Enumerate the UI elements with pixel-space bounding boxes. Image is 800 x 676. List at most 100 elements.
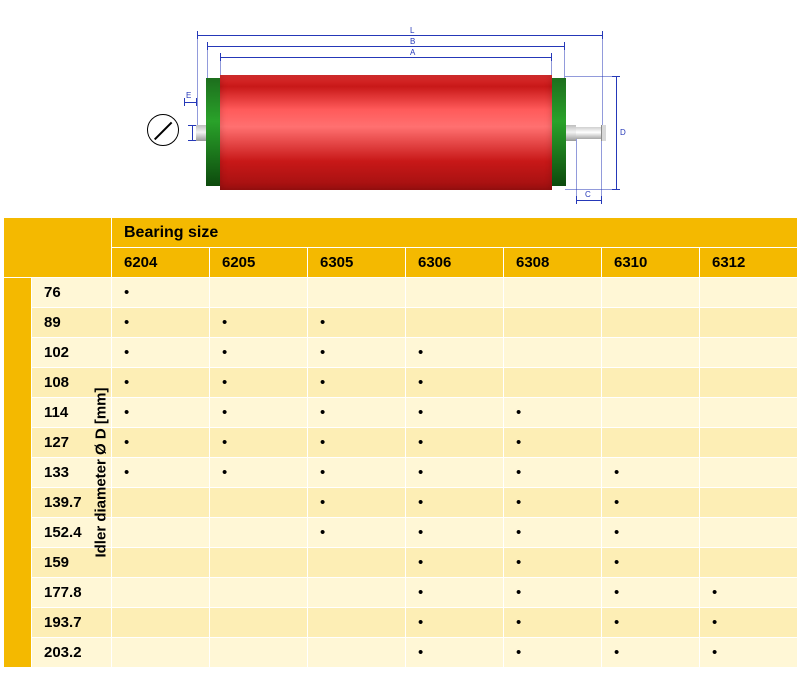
cell-152.4-6312 [700,518,798,548]
row-header-89: 89 [32,308,112,338]
cell-152.4-6310: • [602,518,700,548]
table-body: Idler diameter Ø D [mm]76•89•••102••••10… [4,278,798,668]
row-axis-label: Idler diameter Ø D [mm] [4,278,32,668]
cell-159-6312 [700,548,798,578]
column-header-6312: 6312 [700,248,798,278]
cell-203.2-6306: • [406,638,504,668]
cell-203.2-6205 [210,638,308,668]
cell-114-6310 [602,398,700,428]
cell-102-6310 [602,338,700,368]
column-header-6306: 6306 [406,248,504,278]
cell-114-6306: • [406,398,504,428]
cell-177.8-6205 [210,578,308,608]
dim-line-A [220,57,552,58]
cell-127-6305: • [308,428,406,458]
table-row: 159••• [4,548,798,578]
endcap-right [552,78,566,186]
cell-102-6204: • [112,338,210,368]
column-header-6205: 6205 [210,248,308,278]
cell-114-6308: • [504,398,602,428]
cell-193.7-6305 [308,608,406,638]
cell-114-6205: • [210,398,308,428]
cell-89-6308 [504,308,602,338]
cell-127-6312 [700,428,798,458]
cell-108-6306: • [406,368,504,398]
cell-152.4-6204 [112,518,210,548]
cell-152.4-6205 [210,518,308,548]
cell-127-6306: • [406,428,504,458]
cell-193.7-6306: • [406,608,504,638]
cell-133-6312 [700,458,798,488]
cell-193.7-6205 [210,608,308,638]
guide-v-C-right [601,141,602,201]
dim-tick-E-right [196,98,197,106]
dim-line-d [192,125,193,141]
cell-127-6310 [602,428,700,458]
cell-127-6204: • [112,428,210,458]
cell-108-6312 [700,368,798,398]
cell-89-6310 [602,308,700,338]
cell-127-6205: • [210,428,308,458]
dim-tick-d-bot [188,140,196,141]
column-header-6204: 6204 [112,248,210,278]
cell-139.7-6308: • [504,488,602,518]
dim-line-D [616,76,617,190]
cell-177.8-6305 [308,578,406,608]
table-row: 152.4•••• [4,518,798,548]
dim-label-E: E [186,91,191,100]
table-header-row-1: Bearing size [4,218,798,248]
guide-v-C-left [576,139,577,201]
cell-203.2-6310: • [602,638,700,668]
cell-203.2-6312: • [700,638,798,668]
shaft-right [566,125,576,141]
dim-label-C: C [585,190,591,199]
cell-139.7-6205 [210,488,308,518]
guide-h-D-bot [565,189,615,190]
table-row: Idler diameter Ø D [mm]76• [4,278,798,308]
shaft-extension-right [576,127,602,139]
shaft-left [196,125,206,141]
cell-152.4-6305: • [308,518,406,548]
dim-label-L: L [410,26,414,35]
cell-159-6205 [210,548,308,578]
table-row: 139.7•••• [4,488,798,518]
diameter-symbol-circle [147,114,179,146]
cell-89-6204: • [112,308,210,338]
cell-108-6204: • [112,368,210,398]
cell-139.7-6306: • [406,488,504,518]
column-header-6308: 6308 [504,248,602,278]
row-header-102: 102 [32,338,112,368]
cell-203.2-6305 [308,638,406,668]
table-row: 114••••• [4,398,798,428]
guide-v-A-left [220,57,221,77]
cell-76-6205 [210,278,308,308]
dim-label-D: D [620,128,626,137]
header-bearing-size: Bearing size [112,218,798,248]
dim-label-B: B [410,37,415,46]
cell-114-6204: • [112,398,210,428]
cell-89-6312 [700,308,798,338]
dim-line-B [207,46,565,47]
cell-203.2-6204 [112,638,210,668]
cell-139.7-6310: • [602,488,700,518]
cell-108-6205: • [210,368,308,398]
cell-133-6305: • [308,458,406,488]
cell-76-6305 [308,278,406,308]
header-corner-blank [4,218,112,278]
dim-line-L [197,35,603,36]
table-row: 89••• [4,308,798,338]
cell-76-6306 [406,278,504,308]
cell-76-6204: • [112,278,210,308]
cell-159-6204 [112,548,210,578]
cell-102-6305: • [308,338,406,368]
table-row: 177.8•••• [4,578,798,608]
cell-108-6308 [504,368,602,398]
cell-76-6312 [700,278,798,308]
dim-line-C [576,200,602,201]
cell-114-6305: • [308,398,406,428]
cell-159-6305 [308,548,406,578]
bearing-compatibility-table: Bearing size 620462056305630663086310631… [3,217,798,668]
guide-v-A-right [551,57,552,77]
roller-body [220,75,552,190]
cell-114-6312 [700,398,798,428]
